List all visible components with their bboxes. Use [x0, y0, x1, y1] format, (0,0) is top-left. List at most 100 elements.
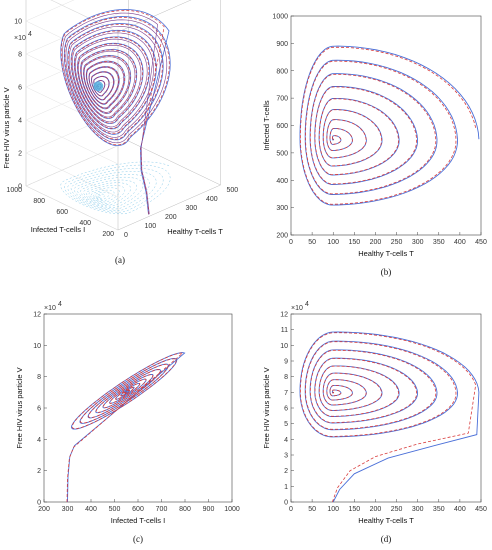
x-axis-label: Healthy T-cells T — [358, 516, 414, 525]
y-tick-label: 10 — [33, 343, 41, 350]
grid-line — [25, 185, 119, 231]
y-tick-label: 6 — [37, 406, 41, 413]
axis-exponent-power: 4 — [305, 301, 309, 308]
x-tick-label: 200 — [370, 239, 382, 246]
box-edge — [128, 140, 221, 186]
y-tick-label: 4 — [284, 437, 288, 444]
x-tick-label: 150 — [348, 506, 360, 513]
y-tick-label: 800 — [276, 68, 288, 75]
grid-line — [25, 119, 119, 165]
y-tick-label: 300 — [276, 205, 288, 212]
x-tick-label: 0 — [124, 232, 128, 239]
y-axis-label: Free HIV virus particle V — [262, 367, 271, 448]
series-dashed-line — [66, 352, 184, 502]
x-tick-label: 100 — [327, 506, 339, 513]
box-edge — [117, 0, 192, 33]
x-tick-label: 150 — [348, 239, 360, 246]
plot-frame — [43, 313, 233, 503]
x-tick-label: 300 — [62, 506, 74, 513]
x-tick-label: 400 — [454, 239, 466, 246]
x-tick-label: 0 — [289, 239, 293, 246]
z-tick-label: 6 — [18, 85, 22, 92]
z-tick-label: 8 — [18, 52, 22, 59]
panel-1 — [290, 15, 482, 236]
grid-line — [25, 152, 119, 198]
panel-2 — [43, 313, 233, 503]
axis-exponent-base: ×10 — [291, 305, 303, 312]
x-tick-label: 400 — [454, 506, 466, 513]
y-tick-label: 200 — [102, 231, 114, 238]
y-axis-label: Infected T-cells I — [31, 225, 85, 234]
panel-caption: (c) — [133, 534, 143, 544]
x-tick-label: 50 — [308, 239, 316, 246]
series-dashed-line — [60, 10, 170, 215]
z-axis-label: Free HIV virus particle V — [2, 87, 11, 168]
x-tick-label: 700 — [156, 506, 168, 513]
x-axis-label: Infected T-cells I — [111, 516, 165, 525]
x-tick-label: 350 — [433, 239, 445, 246]
series-dashed-line — [299, 46, 477, 205]
y-tick-label: 8 — [37, 374, 41, 381]
z-tick-label: 0 — [18, 184, 22, 191]
panel-caption: (b) — [381, 267, 392, 277]
y-tick-label: 12 — [33, 312, 41, 319]
axis-exponent-base: ×10 — [44, 305, 56, 312]
y-tick-label: 4 — [37, 437, 41, 444]
equilibrium-marker — [93, 81, 104, 92]
x-tick-label: 400 — [206, 196, 218, 203]
y-tick-label: 12 — [280, 312, 288, 319]
x-tick-label: 200 — [370, 506, 382, 513]
y-axis-label: Free HIV virus particle V — [15, 367, 24, 448]
series-dashed-line — [299, 332, 477, 502]
x-tick-label: 400 — [85, 506, 97, 513]
series-floor-projection — [60, 161, 171, 215]
y-tick-label: 700 — [276, 96, 288, 103]
x-tick-label: 600 — [132, 506, 144, 513]
x-axis-label: Healthy T-cells T — [358, 249, 414, 258]
z-tick-label: 2 — [18, 151, 22, 158]
panel-3 — [290, 313, 482, 503]
x-tick-label: 450 — [475, 506, 487, 513]
y-tick-label: 600 — [276, 123, 288, 130]
x-tick-label: 900 — [203, 506, 215, 513]
y-tick-label: 10 — [280, 343, 288, 350]
x-tick-label: 1000 — [224, 506, 240, 513]
x-tick-label: 50 — [308, 506, 316, 513]
panel-0 — [25, 0, 221, 231]
grid-line — [25, 140, 129, 187]
panel-caption: (d) — [381, 534, 392, 544]
grid-line — [25, 107, 129, 154]
y-tick-label: 2 — [37, 468, 41, 475]
y-tick-label: 200 — [276, 233, 288, 240]
y-tick-label: 500 — [276, 150, 288, 157]
y-tick-label: 400 — [276, 178, 288, 185]
x-tick-label: 350 — [433, 506, 445, 513]
x-tick-label: 200 — [165, 214, 177, 221]
x-tick-label: 800 — [179, 506, 191, 513]
axis-exponent-power: 4 — [58, 301, 62, 308]
z-tick-label: 4 — [18, 118, 22, 125]
x-tick-label: 500 — [227, 187, 239, 194]
y-tick-label: 7 — [284, 390, 288, 397]
y-tick-label: 5 — [284, 421, 288, 428]
y-tick-label: 800 — [33, 198, 45, 205]
panel-caption: (a) — [115, 255, 125, 265]
grid-line — [50, 0, 119, 33]
x-tick-label: 250 — [391, 239, 403, 246]
axis-exponent-power: 4 — [28, 31, 32, 38]
x-tick-label: 0 — [289, 506, 293, 513]
y-axis-label: Infected T-cells — [262, 100, 271, 151]
y-tick-label: 1000 — [272, 14, 288, 21]
box-edge — [117, 184, 221, 231]
y-tick-label: 400 — [79, 220, 91, 227]
y-tick-label: 8 — [284, 374, 288, 381]
y-tick-label: 9 — [284, 359, 288, 366]
x-tick-label: 450 — [475, 239, 487, 246]
x-tick-label: 250 — [391, 506, 403, 513]
x-tick-label: 100 — [327, 239, 339, 246]
x-axis-label: Healthy T-cells T — [167, 227, 223, 236]
y-tick-label: 3 — [284, 453, 288, 460]
y-tick-label: 900 — [276, 41, 288, 48]
axis-exponent-base: ×10 — [14, 35, 26, 42]
y-tick-label: 1000 — [6, 187, 22, 194]
